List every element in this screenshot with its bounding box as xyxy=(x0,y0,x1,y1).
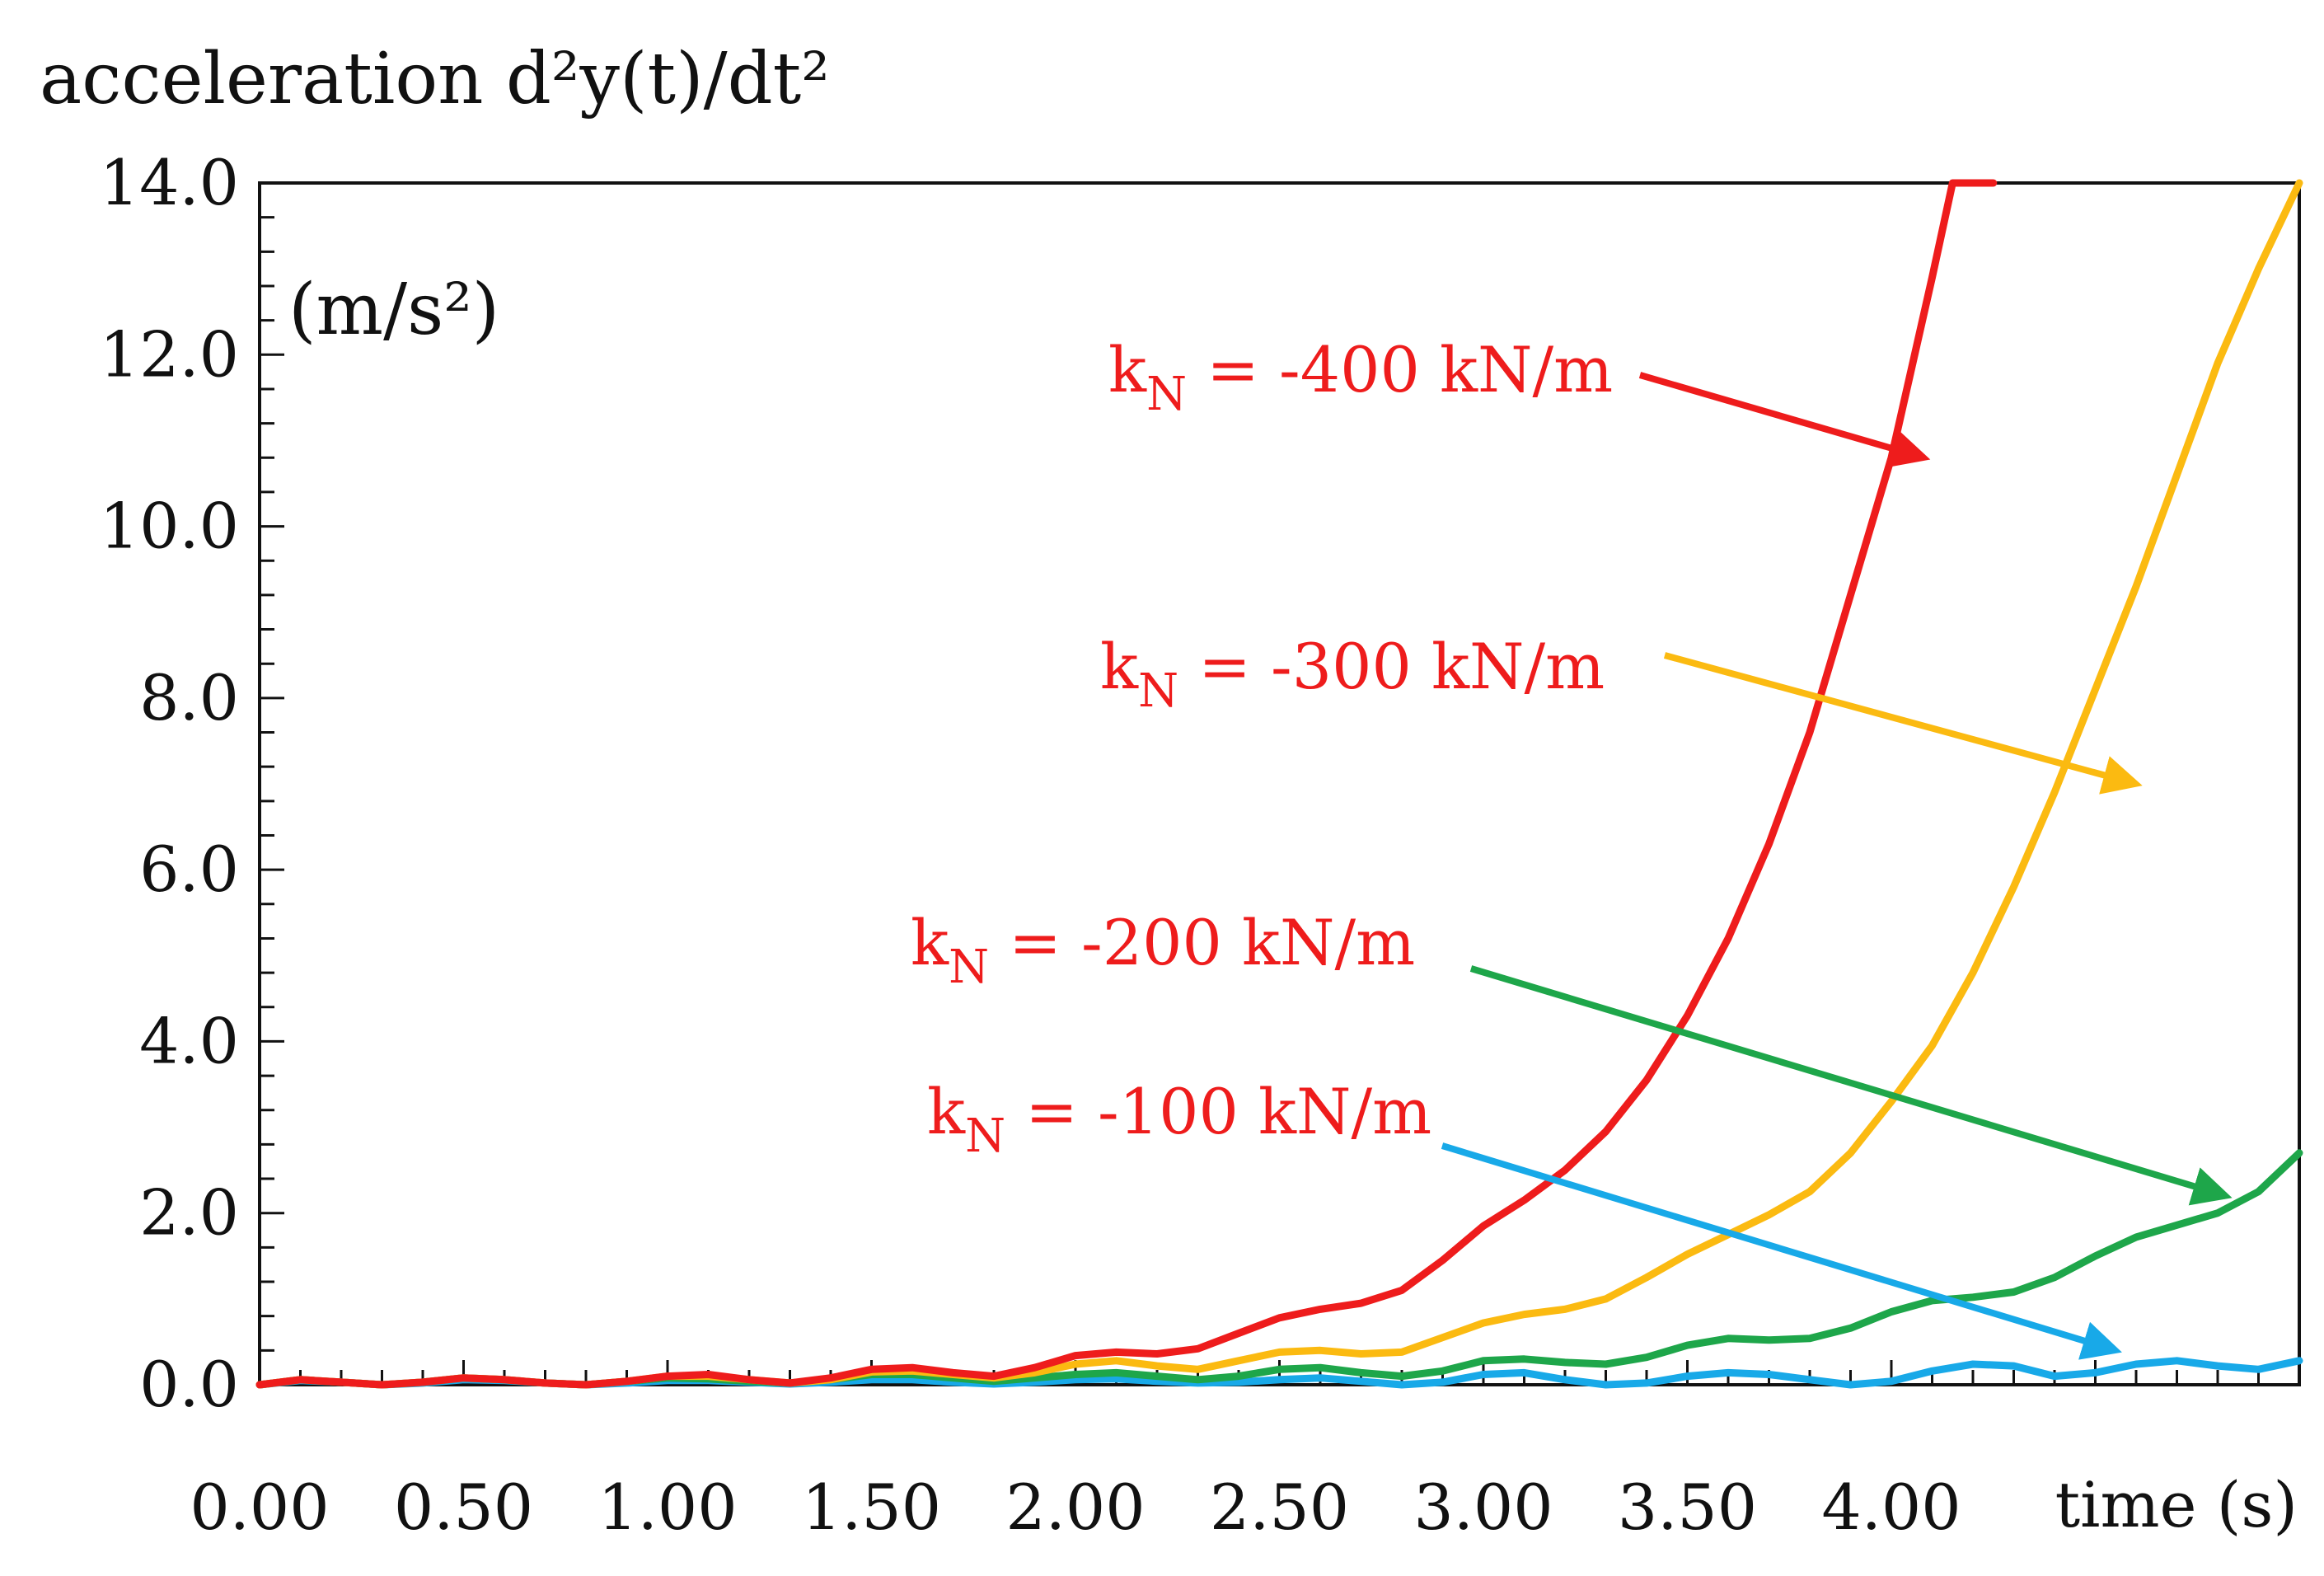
x-tick-label: 4.00 xyxy=(1821,1470,1961,1544)
y-tick-labels: 0.0 2.0 4.0 6.0 8.0 10.0 12.0 14.0 xyxy=(100,146,239,1421)
x-axis-title: time (s) xyxy=(2055,1468,2298,1541)
series-annotation-arrow xyxy=(1469,965,2233,1206)
y-tick-label: 2.0 xyxy=(139,1176,239,1250)
x-tick-label: 0.00 xyxy=(190,1470,329,1544)
y-tick-label: 4.0 xyxy=(139,1004,239,1077)
series-lines xyxy=(255,179,2303,1389)
y-tick-label: 6.0 xyxy=(139,833,239,906)
y-tick-label: 12.0 xyxy=(100,317,239,391)
x-tick-labels: 0.00 0.50 1.00 1.50 2.00 2.50 3.00 3.50 4.00 xyxy=(190,1470,1961,1544)
x-tick-label: 3.00 xyxy=(1413,1470,1553,1544)
x-tick-label: 2.00 xyxy=(1005,1470,1145,1544)
x-tick-label: 1.50 xyxy=(802,1470,941,1544)
y-tick-label: 8.0 xyxy=(139,661,239,734)
chart-title: acceleration d²y(t)/dt² xyxy=(40,38,830,120)
x-tick-label: 2.50 xyxy=(1210,1470,1349,1544)
y-axis-unit-label: (m/s²) xyxy=(288,269,499,351)
series-annotation-arrow xyxy=(1638,372,1931,468)
series-annotation-label: kN = -200 kN/m xyxy=(911,906,1415,994)
y-tick-label: 0.0 xyxy=(139,1348,239,1421)
series-annotations: kN = -400 kN/m kN = -300 kN/m kN = -200 kN… xyxy=(911,333,2233,1360)
y-tick-label: 10.0 xyxy=(100,490,239,563)
x-tick-label: 1.00 xyxy=(597,1470,737,1544)
series-annotation-arrow xyxy=(1441,1142,2122,1360)
x-tick-label: 3.50 xyxy=(1618,1470,1757,1544)
series-annotation-label: kN = -400 kN/m xyxy=(1108,333,1613,421)
x-tick-label: 0.50 xyxy=(394,1470,533,1544)
series-annotation-label: kN = -100 kN/m xyxy=(927,1075,1431,1163)
series-annotation-label: kN = -300 kN/m xyxy=(1100,630,1605,718)
y-tick-label: 14.0 xyxy=(100,146,239,219)
series-line xyxy=(255,179,1998,1389)
series-annotation-arrow xyxy=(1663,652,2143,795)
